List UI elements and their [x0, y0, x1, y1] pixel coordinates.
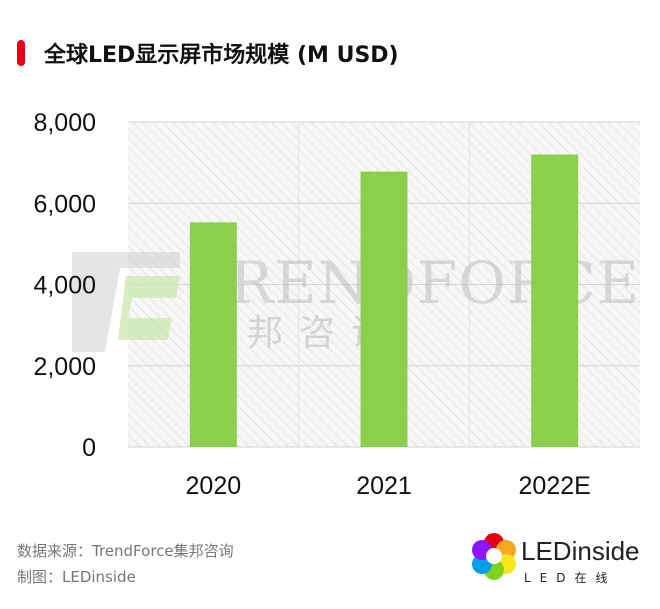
y-tick-label: 8,000 [33, 109, 96, 137]
ledinside-logo: LEDinside LED在线 [472, 533, 640, 585]
maker-note: 制图：LEDinside [17, 568, 136, 586]
chart-title: 全球LED显示屏市场规模 (M USD) [43, 42, 399, 68]
trendforce-logo-mark-accent [118, 276, 180, 340]
bar-2021 [360, 171, 408, 447]
bar-series [189, 154, 579, 447]
y-tick-label: 6,000 [33, 190, 96, 218]
ledinside-logo-icon [472, 533, 516, 580]
trendforce-logo-mark [72, 252, 180, 352]
y-tick-label: 0 [82, 434, 96, 462]
x-category-label: 2021 [356, 472, 412, 500]
x-axis-categories: 2020 2021 2022E [186, 472, 591, 500]
ledinside-logo-name: LEDinside [521, 536, 640, 566]
y-tick-label: 2,000 [33, 353, 96, 381]
bar-2020 [189, 222, 237, 447]
title-accent-bar [17, 40, 25, 66]
y-axis-ticks: 0 2,000 4,000 6,000 8,000 [33, 109, 96, 462]
category-dividers [298, 122, 470, 447]
bar-2022E [531, 154, 579, 447]
y-tick-label: 4,000 [33, 272, 96, 300]
source-note: 数据来源：TrendForce集邦咨询 [17, 542, 234, 560]
x-category-label: 2022E [519, 472, 591, 500]
ledinside-logo-sub: LED在线 [524, 571, 617, 585]
x-category-label: 2020 [186, 472, 242, 500]
